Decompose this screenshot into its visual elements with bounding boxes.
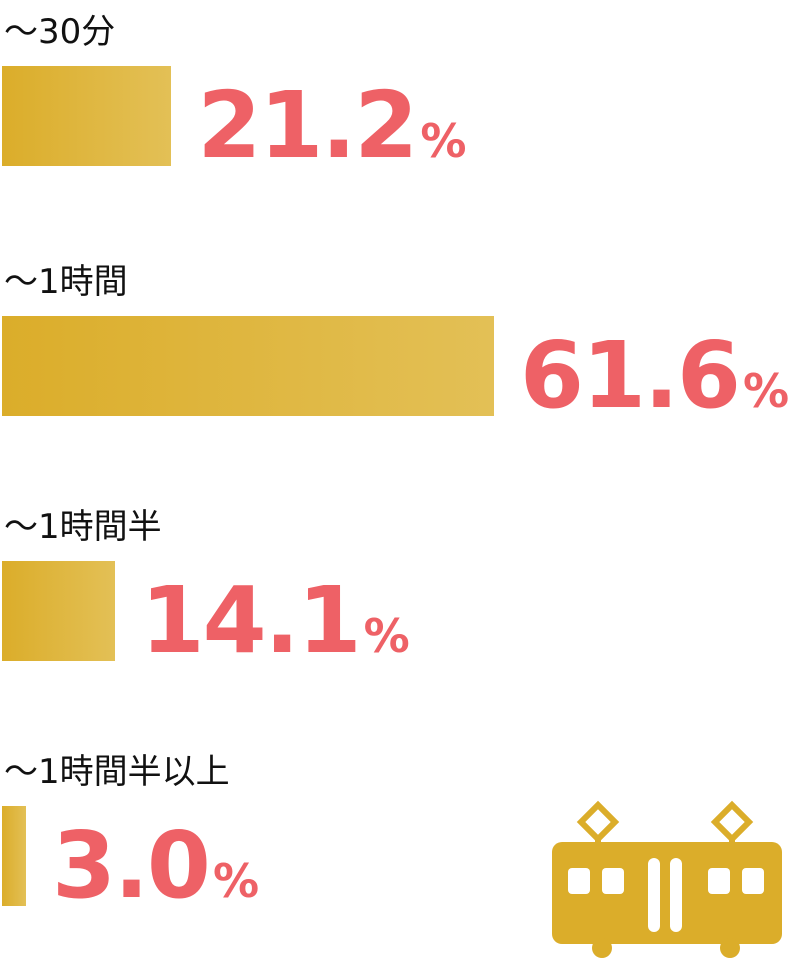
category-label: ～30分 [4,12,116,52]
value-unit: % [363,609,410,663]
value-label: 21.2% [197,80,466,172]
value-label: 3.0% [52,820,259,912]
value-number: 61.6 [520,322,741,429]
value-number: 3.0 [51,812,211,919]
train-icon [552,800,782,958]
category-label: ～1時間半 [4,507,162,547]
value-unit: % [420,114,467,168]
bar [2,561,115,661]
bar [2,66,172,166]
category-label: ～1時間 [4,262,128,302]
value-unit: % [743,364,790,418]
category-label: ～1時間半以上 [4,752,230,792]
value-unit: % [212,854,260,908]
value-label: 61.6% [520,330,789,422]
value-number: 21.2 [197,72,418,179]
bar [2,316,494,416]
value-label: 14.1% [141,575,410,667]
bar [2,806,26,906]
value-number: 14.1 [140,567,362,674]
